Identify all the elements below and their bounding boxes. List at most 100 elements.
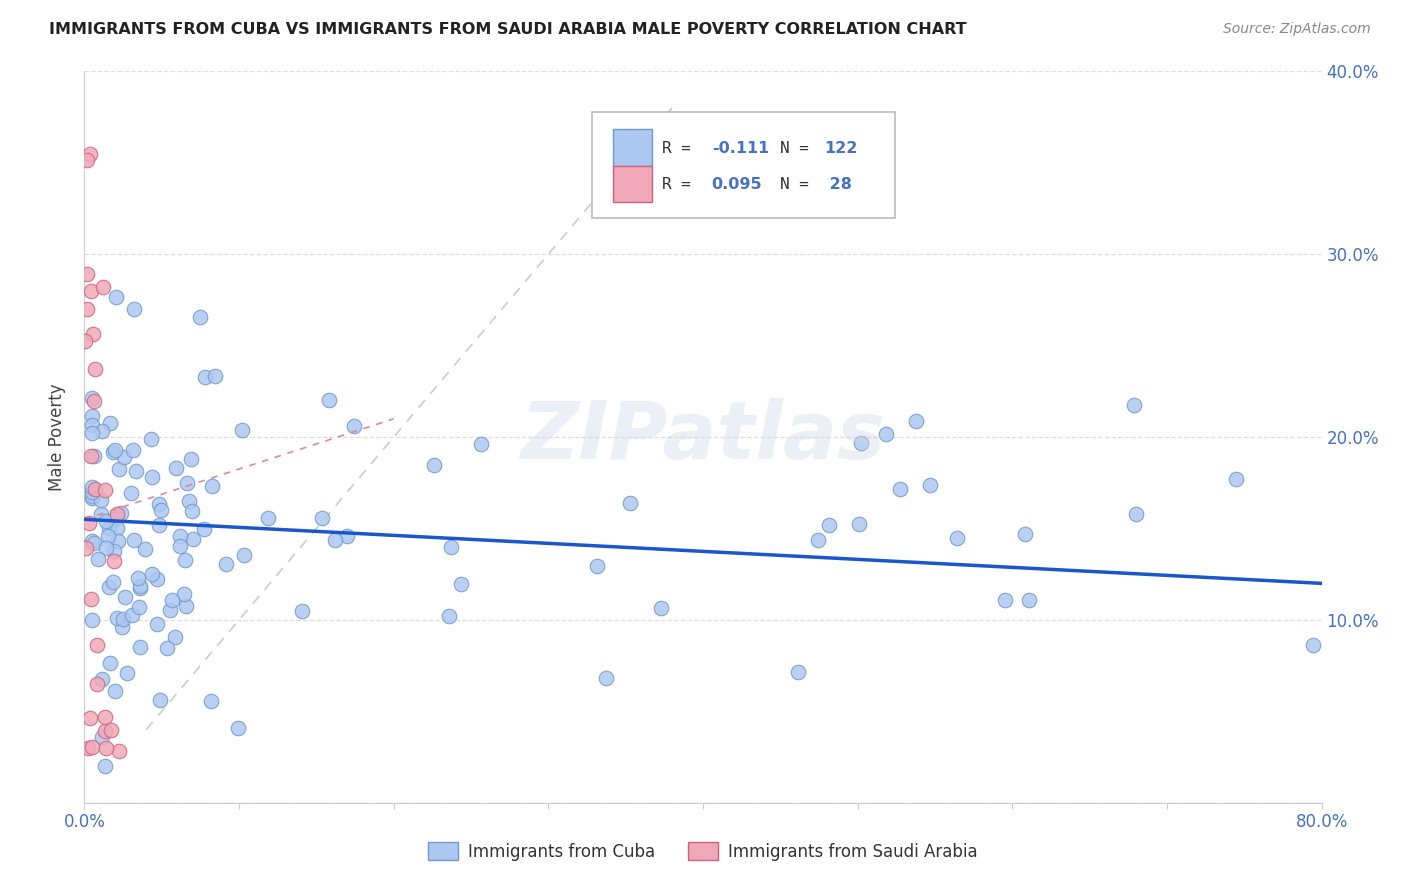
- Point: [650, 601, 672, 615]
- Text: ZIPatlas: ZIPatlas: [520, 398, 886, 476]
- Point: [110, 506, 132, 520]
- Point: [91, 673, 114, 687]
- Point: [89, 493, 111, 508]
- Point: [193, 522, 215, 536]
- Point: [439, 608, 461, 623]
- Point: [176, 475, 198, 490]
- Point: [204, 368, 226, 383]
- Point: [173, 587, 195, 601]
- Text: -0.111: -0.111: [711, 141, 769, 156]
- Point: [848, 517, 870, 532]
- Point: [1225, 472, 1247, 486]
- Point: [1014, 527, 1036, 541]
- Point: [100, 723, 122, 737]
- Point: [1125, 507, 1147, 521]
- Point: [134, 542, 156, 557]
- Point: [86, 677, 108, 691]
- Text: 28: 28: [824, 178, 852, 193]
- Point: [905, 413, 928, 427]
- Point: [103, 574, 125, 589]
- Point: [105, 521, 128, 535]
- Point: [91, 280, 114, 294]
- Point: [104, 442, 127, 457]
- Point: [83, 393, 105, 408]
- Point: [90, 730, 112, 744]
- Point: [82, 485, 104, 500]
- Point: [156, 640, 179, 655]
- Point: [107, 534, 129, 549]
- Point: [98, 580, 121, 594]
- Point: [200, 478, 222, 492]
- Point: [98, 656, 121, 670]
- Point: [111, 612, 134, 626]
- Point: [86, 638, 108, 652]
- Point: [103, 543, 125, 558]
- Point: [232, 548, 254, 562]
- Point: [80, 449, 103, 463]
- Point: [181, 532, 204, 546]
- Point: [180, 451, 202, 466]
- Point: [98, 521, 121, 535]
- Point: [257, 511, 280, 525]
- Y-axis label: Male Poverty: Male Poverty: [48, 384, 66, 491]
- Point: [179, 493, 201, 508]
- Point: [82, 326, 104, 341]
- Point: [79, 146, 101, 161]
- Point: [120, 486, 142, 500]
- Point: [228, 721, 250, 735]
- Point: [105, 290, 128, 304]
- Point: [124, 302, 146, 317]
- Point: [82, 491, 104, 505]
- Point: [76, 267, 98, 281]
- Point: [146, 617, 169, 632]
- Point: [470, 437, 492, 451]
- Point: [76, 301, 98, 317]
- Point: [129, 640, 152, 655]
- Point: [1018, 593, 1040, 607]
- Point: [851, 436, 873, 450]
- Point: [86, 552, 108, 566]
- Point: [343, 418, 366, 433]
- Point: [94, 541, 117, 556]
- Point: [103, 444, 125, 458]
- Point: [946, 531, 969, 545]
- Point: [96, 514, 118, 528]
- Legend: Immigrants from Cuba, Immigrants from Saudi Arabia: Immigrants from Cuba, Immigrants from Sa…: [422, 836, 984, 868]
- Point: [79, 284, 101, 298]
- Point: [141, 469, 163, 483]
- Point: [150, 503, 173, 517]
- Point: [818, 518, 841, 533]
- Point: [93, 709, 115, 723]
- Point: [128, 600, 150, 615]
- Point: [215, 557, 238, 571]
- Point: [291, 604, 314, 618]
- Point: [76, 153, 98, 168]
- Point: [125, 464, 148, 478]
- Point: [159, 603, 181, 617]
- Point: [91, 424, 114, 438]
- Point: [105, 507, 128, 521]
- Point: [73, 334, 96, 348]
- Point: [165, 630, 187, 644]
- Point: [994, 592, 1017, 607]
- Point: [82, 426, 104, 441]
- Point: [83, 536, 105, 550]
- Point: [80, 592, 103, 607]
- Point: [75, 541, 97, 555]
- Point: [122, 443, 145, 458]
- Point: [174, 553, 197, 567]
- Point: [920, 478, 942, 492]
- Text: Source: ZipAtlas.com: Source: ZipAtlas.com: [1223, 22, 1371, 37]
- Point: [188, 310, 211, 325]
- Point: [97, 529, 120, 543]
- Point: [80, 740, 103, 755]
- Point: [94, 759, 117, 773]
- Point: [93, 723, 115, 738]
- Point: [94, 740, 117, 755]
- Point: [786, 665, 808, 680]
- Point: [111, 620, 134, 634]
- Point: [160, 592, 183, 607]
- Point: [586, 558, 609, 573]
- Point: [174, 599, 197, 614]
- Point: [114, 590, 136, 604]
